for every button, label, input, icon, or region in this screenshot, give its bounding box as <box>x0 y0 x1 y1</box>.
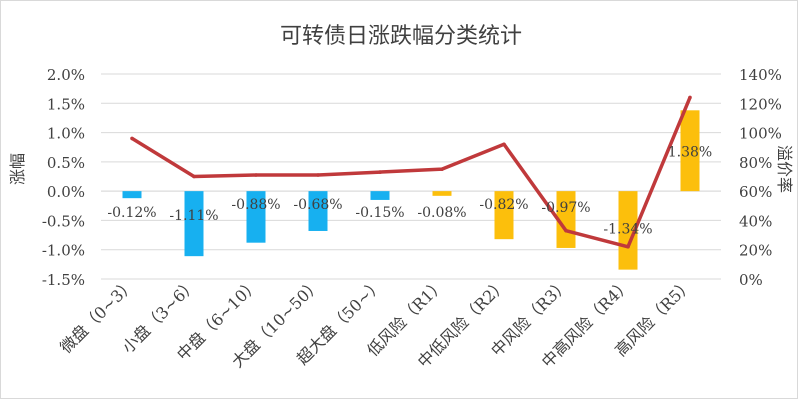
y-tick-label: -0.5% <box>42 212 85 230</box>
bar-data-label: -0.88% <box>231 197 280 213</box>
bar <box>432 191 452 196</box>
premium-rate-line <box>131 96 692 249</box>
y-tick-label: -1.0% <box>42 242 85 260</box>
y2-axis-label: 溢价率 <box>775 145 794 193</box>
chart-title: 可转债日涨跌幅分类统计 <box>280 24 522 49</box>
y2-tick-label: 0% <box>739 271 763 289</box>
bar-data-label: -0.15% <box>355 205 404 221</box>
bar <box>246 191 266 243</box>
y-axis-label: 涨幅 <box>8 153 27 185</box>
y-tick-label: 0.0% <box>47 183 85 201</box>
bar-data-label: -0.82% <box>479 197 528 213</box>
y-tick-label: 0.5% <box>47 154 85 172</box>
label-layer: -0.12% -1.11% -0.88% -0.68% -0.15% -0.08% -0.8… <box>107 145 712 238</box>
grid-layer <box>101 73 721 280</box>
bar <box>122 191 142 199</box>
y2-tick-label: 80% <box>739 154 772 172</box>
line-point <box>626 244 630 249</box>
y2-tick-label: 40% <box>739 212 772 230</box>
bar <box>370 191 390 200</box>
bar <box>184 191 204 257</box>
bar-data-label: -0.97% <box>541 200 590 216</box>
y-tick-label: 1.0% <box>47 125 85 143</box>
bar <box>618 191 638 270</box>
y2-tick-label: 100% <box>739 125 782 143</box>
bar-data-label: -1.34% <box>603 222 652 238</box>
line-point <box>440 167 444 171</box>
y2-tick-label: 20% <box>739 242 772 260</box>
line-point <box>688 95 692 100</box>
y-tick-label: 1.5% <box>47 95 85 113</box>
y2-tick-label: 60% <box>739 183 772 201</box>
line-point <box>502 142 506 147</box>
y2-tick-label: 140% <box>739 66 782 84</box>
bar-layer <box>122 110 700 270</box>
bar-data-label: -0.68% <box>293 197 342 213</box>
line-point <box>192 174 196 179</box>
y2-tick-label: 120% <box>739 95 782 113</box>
line-point <box>378 170 382 174</box>
bar-data-label: 1.38% <box>668 145 712 161</box>
bar <box>680 110 700 192</box>
line-point <box>254 173 258 177</box>
y-tick-label: 2.0% <box>47 66 85 84</box>
line-layer <box>130 95 692 249</box>
line-point <box>316 173 320 177</box>
line-point <box>130 136 134 141</box>
bar-data-label: -0.12% <box>107 205 156 221</box>
bar <box>494 191 514 240</box>
line-point <box>564 228 568 233</box>
bar-data-label: -0.08% <box>417 205 466 221</box>
bar-data-label: -1.11% <box>169 208 218 224</box>
bar <box>556 191 576 248</box>
bar <box>308 191 328 231</box>
y-tick-label: -1.5% <box>42 271 85 289</box>
